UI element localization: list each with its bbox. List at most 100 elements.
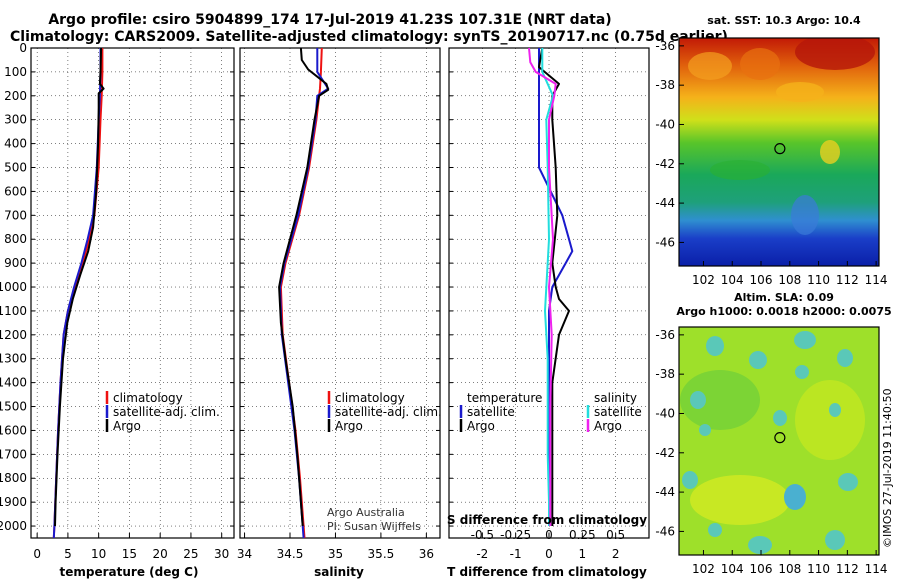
sla-lon-tick-labels: 102 104 106 108 110 112 114 [692, 550, 888, 576]
legend-argo-label: Argo [335, 419, 363, 433]
depth-tick-labels: 0 100 200 300 400 500 600 700 800 900 1000 1100 1200… [0, 41, 27, 533]
depth-tick-label: 0 [19, 41, 27, 55]
salinity-xtick-label: 34 [237, 547, 252, 561]
sla-lon-label: 114 [865, 562, 888, 576]
plot-title-line1: Argo profile: csiro 5904899_174 17-Jul-2… [48, 12, 612, 28]
sst-lon-label: 114 [865, 273, 888, 287]
legend-salinity-title: salinity [594, 391, 637, 405]
plot-title-line2: Climatology: CARS2009. Satellite-adjuste… [10, 29, 728, 45]
difference-panel: -2 -1 0 1 2 -0.5 -0.25 0 0.25 0.5 T difference fr… [447, 47, 650, 579]
sst-lat-label: -44 [655, 196, 675, 210]
difference-series-temperature-satellite [538, 48, 574, 526]
temperature-grid [31, 47, 234, 538]
t-diff-tick-label: -1 [510, 547, 522, 561]
t-diff-tick-label: 0 [545, 547, 553, 561]
difference-series-salinity-argo [528, 47, 557, 526]
depth-tick-label: 200 [4, 89, 27, 103]
temperature-tick-labels: 0 5 10 15 20 25 30 [33, 547, 229, 561]
sst-lon-label: 110 [807, 273, 830, 287]
sst-lon-label: 108 [778, 273, 801, 287]
depth-tick-label: 1800 [0, 471, 27, 485]
depth-tick-label: 1400 [0, 376, 27, 390]
depth-tick-label: 1000 [0, 280, 27, 294]
sst-lat-tick-labels: -36 -38 -40 -42 -44 -46 [655, 39, 684, 249]
t-diff-tick-label: -2 [476, 547, 488, 561]
depth-tick-label: 1900 [0, 495, 27, 509]
sla-lon-label: 112 [836, 562, 859, 576]
difference-tick-labels: -2 -1 0 1 2 -0.5 -0.25 0 0.25 0.5 [471, 528, 626, 561]
sst-lon-label: 104 [721, 273, 744, 287]
difference-series-salinity-satellite [541, 48, 554, 526]
salinity-legend: climatology satellite-adj. clim. Argo [327, 391, 442, 433]
legend-satellite-label: satellite-adj. clim. [113, 405, 220, 419]
temperature-panel: 0100200300400500600700800900100011001200… [0, 41, 235, 579]
sla-lat-label: -38 [655, 367, 675, 381]
depth-tick-label: 600 [4, 184, 27, 198]
legend-s-argo-label: Argo [594, 419, 622, 433]
sst-lat-label: -38 [655, 78, 675, 92]
depth-tick-label: 300 [4, 113, 27, 127]
salinity-axes-frame [239, 47, 441, 539]
salinity-xtick-label: 35.5 [368, 547, 395, 561]
sla-lon-label: 102 [692, 562, 715, 576]
legend-t-satellite-label: satellite [467, 405, 515, 419]
sst-map-title: sat. SST: 10.3 Argo: 10.4 [707, 14, 861, 27]
depth-tick-label: 1700 [0, 447, 27, 461]
depth-tick-label: 1100 [0, 304, 27, 318]
sla-lat-label: -36 [655, 328, 675, 342]
salinity-xtick-label: 34.5 [277, 547, 304, 561]
sst-lat-label: -46 [655, 235, 675, 249]
salinity-grid [240, 47, 440, 538]
legend-s-satellite-label: satellite [594, 405, 642, 419]
sla-lon-label: 108 [778, 562, 801, 576]
temperature-xtick-label: 15 [122, 547, 137, 561]
depth-tick-label: 700 [4, 208, 27, 222]
t-diff-tick-label: 2 [612, 547, 620, 561]
s-diff-tick-label: 0.5 [606, 528, 625, 542]
depth-tick-label: 500 [4, 161, 27, 175]
sst-lon-tick-labels: 102 104 106 108 110 112 114 [692, 261, 888, 287]
salinity-series-argo [278, 47, 330, 527]
difference-legend: temperature satellite Argo salinity sate… [459, 391, 642, 433]
difference-lines [528, 47, 574, 526]
sla-map-title-line2: Argo h1000: 0.0018 h2000: 0.0075 [676, 305, 892, 318]
s-diff-tick-label: -0.25 [500, 528, 531, 542]
depth-tick-label: 1300 [0, 352, 27, 366]
depth-tick-label: 900 [4, 256, 27, 270]
legend-t-argo-label: Argo [467, 419, 495, 433]
s-difference-axis-label: S difference from climatology [447, 513, 647, 527]
depth-tick-label: 1200 [0, 328, 27, 342]
float-location-marker [774, 143, 786, 155]
temperature-xtick-label: 0 [33, 547, 41, 561]
sst-lon-label: 112 [836, 273, 859, 287]
salinity-axis-label: salinity [314, 565, 364, 579]
temperature-xtick-label: 25 [183, 547, 198, 561]
sst-map: 102 104 106 108 110 112 114 -36 -38 -40 -42 -44 -46 [655, 37, 888, 287]
s-diff-tick-label: 0 [545, 528, 553, 542]
sla-lat-tick-labels: -36 -38 -40 -42 -44 -46 [655, 328, 684, 538]
salinity-tick-labels: 34 34.5 35 35.5 36 [237, 547, 434, 561]
salinity-xtick-label: 35 [328, 547, 343, 561]
depth-tick-label: 1600 [0, 423, 27, 437]
t-difference-axis-label: T difference from climatology [447, 565, 647, 579]
credit-stamp: ©IMOS 27-Jul-2019 11:40:50 [881, 388, 894, 548]
sla-lat-label: -44 [655, 485, 675, 499]
sst-lon-label: 106 [750, 273, 773, 287]
depth-tick-label: 800 [4, 232, 27, 246]
sst-lat-label: -40 [655, 117, 675, 131]
sla-map: 102 104 106 108 110 112 114 -36 -38 -40 -42 -44 -46 [655, 326, 888, 576]
temperature-xtick-label: 20 [153, 547, 168, 561]
float-location-marker [774, 432, 786, 444]
sla-lon-label: 104 [721, 562, 744, 576]
legend-satellite-label: satellite-adj. clim. [335, 405, 442, 419]
annotation-pi: PI: Susan Wijffels [327, 520, 421, 533]
depth-tick-label: 2000 [0, 519, 27, 533]
depth-tick-label: 100 [4, 65, 27, 79]
annotation-institution: Argo Australia [327, 506, 405, 519]
salinity-lines [278, 47, 330, 539]
salinity-xtick-label: 36 [419, 547, 434, 561]
sst-map-frame [678, 37, 880, 267]
t-diff-tick-label: 1 [579, 547, 587, 561]
sst-lat-label: -36 [655, 39, 675, 53]
